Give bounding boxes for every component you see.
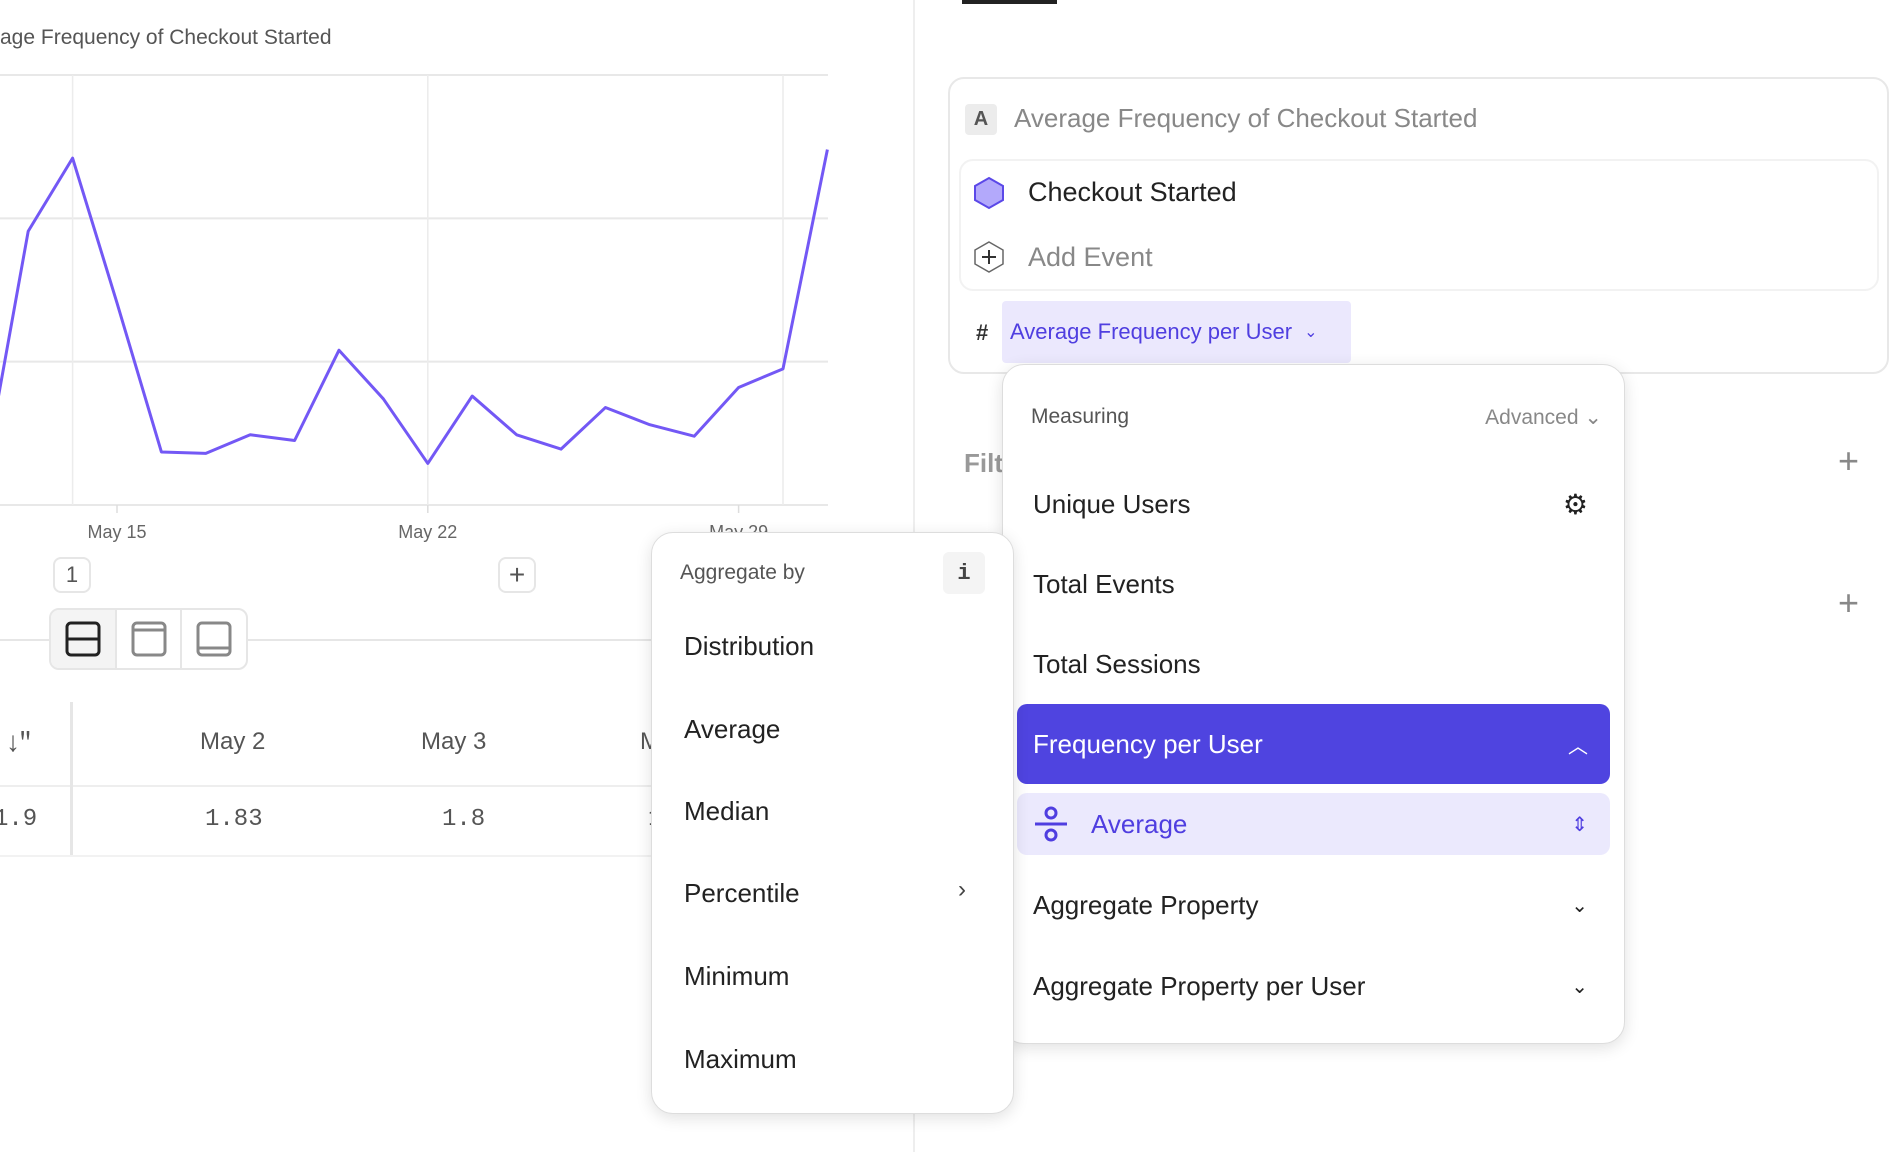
up-down-chevron-icon: ⇕ [1571, 813, 1588, 836]
hash-icon: # [976, 320, 989, 345]
bottom-panel-icon [196, 621, 232, 657]
chevron-down-icon: ⌄ [1304, 324, 1318, 341]
average-select[interactable]: Average ⇕ [1017, 793, 1610, 855]
info-button[interactable]: i [943, 552, 985, 594]
segment-number-button[interactable]: 1 [53, 557, 91, 593]
add-event-icon[interactable] [973, 240, 1005, 274]
chevron-down-icon: ⌄ [1571, 975, 1588, 998]
menu-item-average[interactable]: Average [684, 714, 781, 744]
menu-item-total-sessions[interactable]: Total Sessions [1017, 624, 1610, 704]
menu-item-unique-users[interactable]: Unique Users ⚙ [1017, 464, 1610, 544]
chevron-down-icon: ⌄ [1584, 406, 1602, 429]
top-panel-icon [131, 621, 166, 657]
item-label: Average [1091, 808, 1188, 839]
divider [0, 639, 660, 641]
chart-only-button[interactable] [117, 610, 183, 668]
menu-item-aggregate-property[interactable]: Aggregate Property ⌄ [1017, 865, 1610, 945]
add-annotation-button[interactable]: + [498, 557, 536, 593]
table-header-border [0, 785, 660, 787]
advanced-label: Advanced [1485, 406, 1579, 429]
item-label: Total Sessions [1033, 648, 1201, 679]
table-only-button[interactable] [182, 610, 246, 668]
table-cell: 1.83 [205, 806, 263, 833]
chevron-down-icon: ⌄ [1571, 894, 1588, 917]
advanced-toggle[interactable]: Advanced ⌄ [1485, 405, 1602, 430]
measuring-menu: Measuring Advanced ⌄ Unique Users ⚙ Total… [1002, 364, 1625, 1044]
event-box [959, 159, 1879, 291]
chevron-right-icon: › [958, 876, 966, 903]
item-label: Unique Users [1033, 488, 1191, 519]
add-filter-icon[interactable]: + [1838, 440, 1860, 481]
gear-icon[interactable]: ⚙ [1562, 488, 1588, 520]
chart-title: age Frequency of Checkout Started [0, 26, 332, 49]
chevron-up-icon: ︿ [1568, 735, 1588, 758]
metric-badge: A [965, 104, 997, 135]
metric-title[interactable]: Average Frequency of Checkout Started [1014, 103, 1478, 133]
item-label: Aggregate Property [1033, 889, 1259, 920]
menu-header: Aggregate by [680, 561, 805, 584]
menu-header: Measuring [1031, 405, 1130, 428]
menu-item-minimum[interactable]: Minimum [684, 961, 790, 991]
measure-label: Average Frequency per User [1010, 319, 1293, 344]
add-event-button[interactable]: Add Event [1028, 242, 1153, 272]
menu-item-total-events[interactable]: Total Events [1017, 544, 1610, 624]
item-label: Frequency per User [1033, 728, 1263, 759]
event-name[interactable]: Checkout Started [1028, 177, 1237, 207]
column-header[interactable]: May 2 [200, 728, 266, 755]
series-line [0, 149, 829, 465]
x-tick-label: May 15 [87, 522, 146, 542]
menu-item-maximum[interactable]: Maximum [684, 1044, 797, 1074]
table-cell: 1.9 [0, 806, 38, 833]
chart-grid [0, 74, 828, 506]
divide-icon [1035, 806, 1067, 842]
column-header[interactable]: May 3 [421, 728, 487, 755]
item-label: Aggregate Property per User [1033, 970, 1366, 1001]
item-label: Total Events [1033, 568, 1175, 599]
event-hexagon-icon [974, 176, 1004, 210]
x-tick-label: May 22 [398, 522, 457, 542]
column-divider [70, 702, 73, 855]
add-breakdown-icon[interactable]: + [1838, 582, 1860, 623]
menu-item-distribution[interactable]: Distribution [684, 631, 815, 661]
menu-item-median[interactable]: Median [684, 796, 770, 826]
filter-heading: Filt [964, 448, 1003, 478]
split-layout-button[interactable] [51, 610, 117, 668]
menu-item-frequency-per-user[interactable]: Frequency per User ︿ [1017, 704, 1610, 784]
table-cell: 1.8 [442, 806, 486, 833]
layout-toggle[interactable] [49, 608, 248, 670]
split-layout-icon [65, 621, 101, 657]
aggregate-menu: Aggregate by i Distribution Average Medi… [651, 532, 1014, 1114]
sort-icon[interactable]: ↓ꞌꞌ [6, 726, 31, 757]
menu-item-percentile[interactable]: Percentile [684, 878, 800, 908]
table-row-border [0, 855, 660, 857]
menu-item-aggregate-property-per-user[interactable]: Aggregate Property per User ⌄ [1017, 946, 1610, 1026]
section-heading-cut [962, 0, 1057, 4]
measure-dropdown[interactable]: Average Frequency per User ⌄ [1002, 301, 1351, 363]
